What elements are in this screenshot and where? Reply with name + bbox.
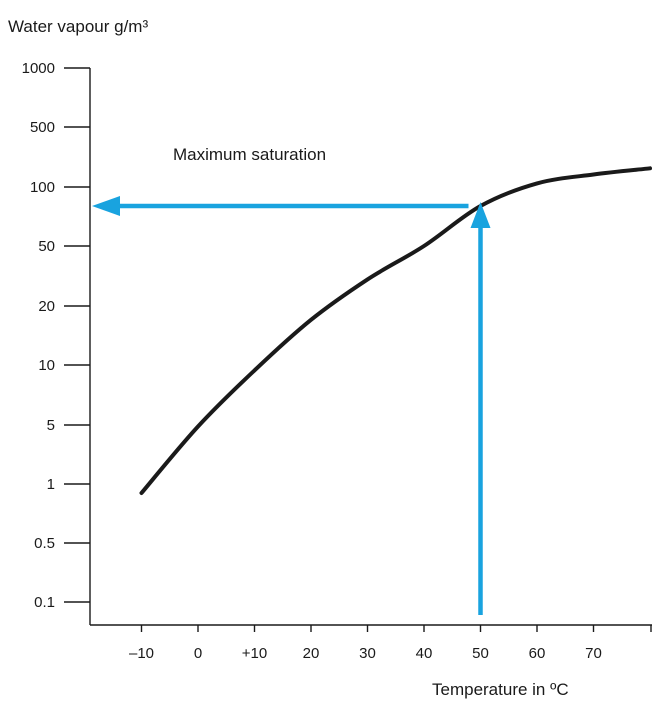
annotation-maximum-saturation: Maximum saturation [173, 145, 326, 164]
reading-arrows [92, 195, 491, 615]
y-tick-label: 500 [30, 119, 55, 136]
x-tick-label: 30 [359, 645, 376, 662]
y-axis-ticks: 1000 500 100 50 20 10 5 1 0.5 0.1 [22, 60, 90, 611]
y-axis-title: Water vapour g/m³ [8, 17, 148, 36]
y-tick-label: 100 [30, 179, 55, 196]
x-tick-label: 50 [472, 645, 489, 662]
x-tick-label: +10 [242, 645, 267, 662]
x-tick-label: 70 [585, 645, 602, 662]
x-tick-label: 0 [194, 645, 202, 662]
horizontal-arrowhead [92, 195, 120, 216]
y-tick-label: 10 [38, 357, 55, 374]
y-tick-label: 50 [38, 238, 55, 255]
x-axis-ticks: –10 0 +10 20 30 40 50 60 70 [129, 625, 652, 662]
x-tick-label: 20 [303, 645, 320, 662]
series-line-maximum-saturation [139, 166, 652, 495]
x-tick-label: 60 [529, 645, 546, 662]
y-tick-label: 5 [47, 417, 55, 434]
vertical-arrowhead [470, 201, 491, 228]
y-tick-label: 0.1 [34, 594, 55, 611]
x-tick-label: –10 [129, 645, 154, 662]
y-tick-label: 0.5 [34, 535, 55, 552]
y-tick-label: 20 [38, 298, 55, 315]
y-tick-label: 1000 [22, 60, 55, 77]
x-tick-label: 40 [416, 645, 433, 662]
x-axis-title: Temperature in ºC [432, 680, 569, 699]
y-tick-label: 1 [47, 476, 55, 493]
